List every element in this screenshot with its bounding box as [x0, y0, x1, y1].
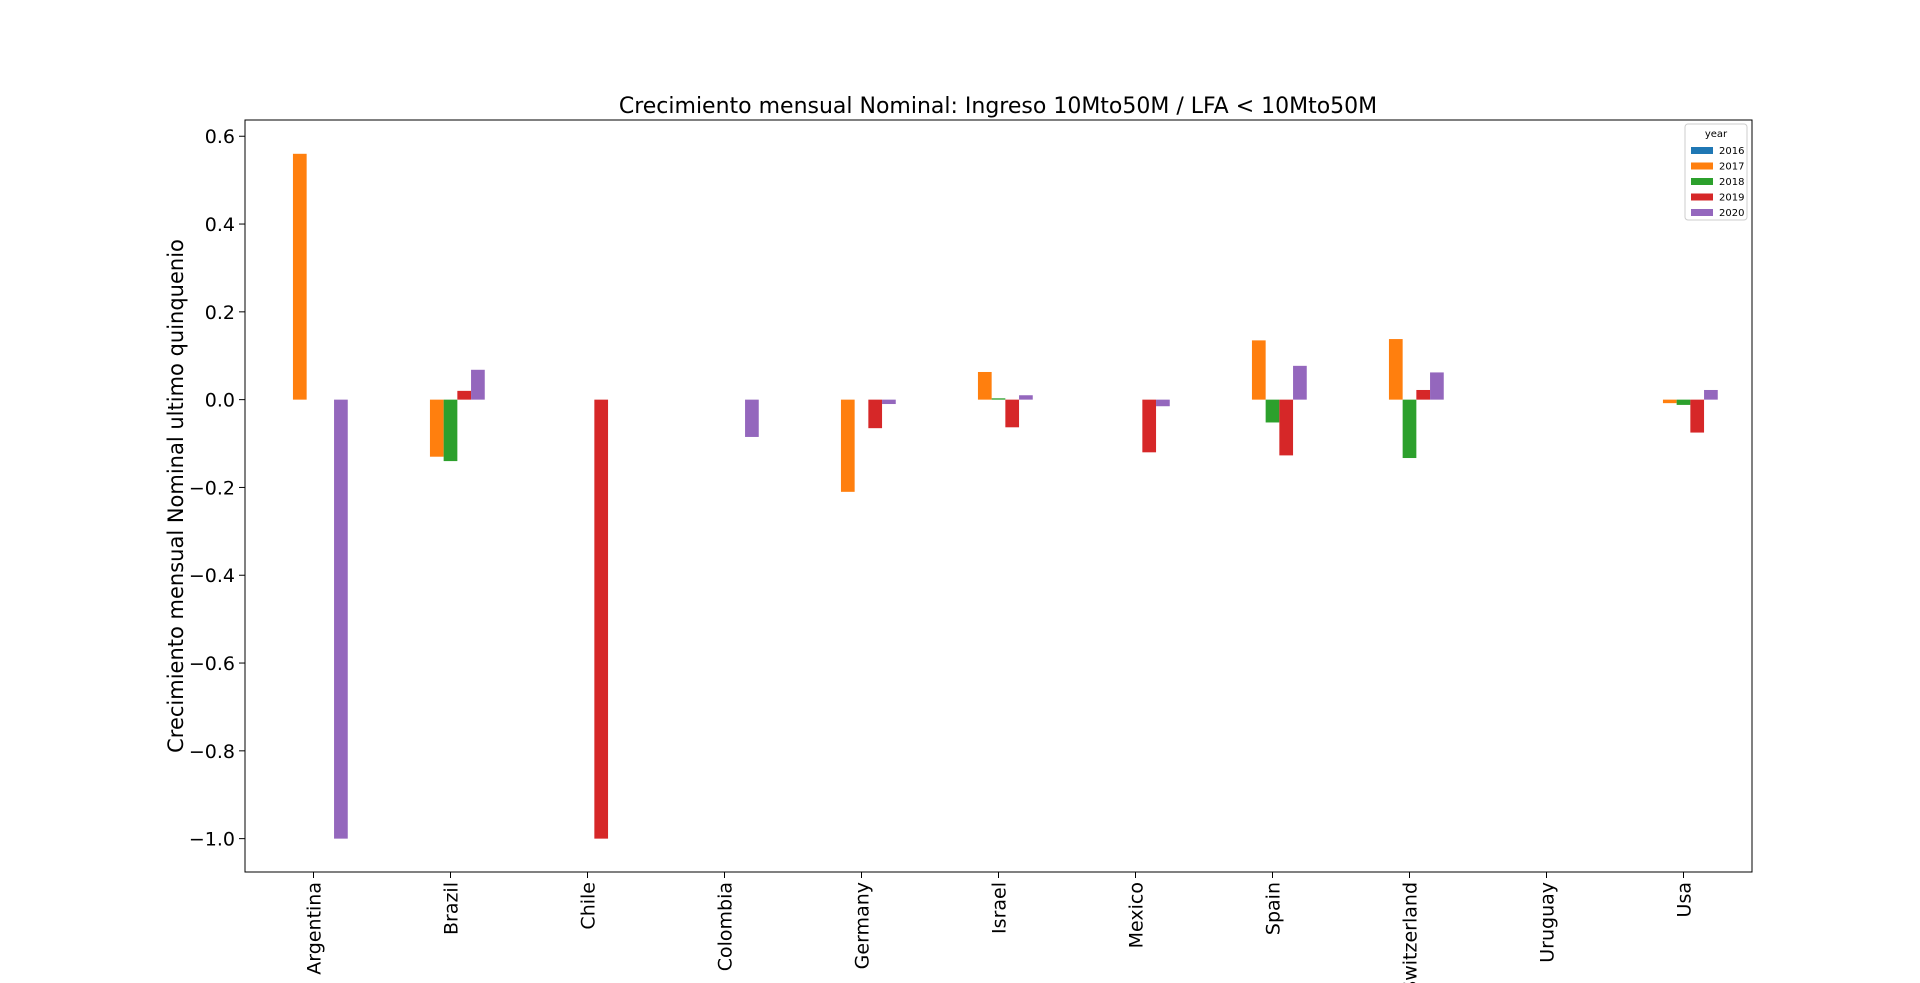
- x-tick-label: Colombia: [715, 882, 737, 971]
- bar: [1690, 399, 1705, 433]
- bar: [1704, 389, 1718, 400]
- x-tick-label: Mexico: [1126, 882, 1148, 948]
- y-tick-label: −0.6: [189, 653, 235, 675]
- bar: [882, 399, 896, 405]
- legend-swatch: [1691, 162, 1713, 170]
- bar: [1005, 399, 1020, 428]
- bar: [429, 399, 444, 457]
- x-tick-label: Usa: [1674, 882, 1696, 917]
- bar: [292, 153, 307, 400]
- legend-swatch: [1691, 193, 1713, 201]
- bar: [457, 390, 472, 400]
- bar: [443, 399, 458, 462]
- bar: [1019, 395, 1033, 400]
- legend-label: 2020: [1719, 208, 1744, 219]
- bar: [1430, 372, 1444, 400]
- bar: [1265, 399, 1280, 423]
- y-axis-label: Crecimiento mensual Nominal ultimo quinq…: [164, 239, 188, 753]
- y-tick-label: −0.2: [189, 477, 235, 499]
- y-tick-label: −0.8: [189, 741, 235, 763]
- bar: [1293, 365, 1307, 400]
- y-tick-label: 0.0: [205, 390, 235, 412]
- bar: [1402, 399, 1417, 459]
- bar: [1676, 399, 1691, 405]
- x-tick-label: Argentina: [304, 882, 326, 975]
- legend-label: 2017: [1719, 162, 1744, 173]
- bar: [1279, 399, 1294, 456]
- x-tick-label: Spain: [1263, 882, 1285, 935]
- bar: [868, 399, 883, 429]
- legend-label: 2018: [1719, 177, 1744, 188]
- bar: [991, 398, 1006, 400]
- legend-label: 2016: [1719, 146, 1744, 157]
- legend-swatch: [1691, 178, 1713, 185]
- legend-title: year: [1705, 129, 1728, 140]
- bar: [1388, 339, 1403, 400]
- legend-swatch: [1691, 209, 1713, 216]
- bar: [471, 369, 485, 400]
- x-tick-label: Brazil: [441, 882, 463, 935]
- bar: [594, 399, 609, 839]
- bar: [1156, 399, 1170, 407]
- bar: [1662, 399, 1677, 404]
- bar: [1142, 399, 1157, 453]
- bar: [334, 399, 348, 839]
- x-tick-label: Uruguay: [1537, 882, 1559, 963]
- x-tick-label: Germany: [852, 882, 874, 969]
- y-tick-label: −1.0: [189, 829, 235, 851]
- bar: [1251, 340, 1266, 400]
- bar: [745, 399, 759, 437]
- chart-title: Crecimiento mensual Nominal: Ingreso 10M…: [619, 94, 1377, 119]
- y-tick-label: −0.4: [189, 565, 235, 587]
- legend-swatch: [1691, 147, 1713, 154]
- bar: [977, 371, 992, 400]
- y-tick-label: 0.6: [205, 126, 235, 148]
- bar: [1416, 389, 1431, 400]
- x-tick-label: Switzerland: [1400, 882, 1422, 983]
- y-tick-label: 0.4: [205, 214, 235, 236]
- bar: [840, 399, 855, 492]
- x-tick-label: Chile: [578, 882, 600, 930]
- plot-frame: [244, 119, 1753, 873]
- legend-label: 2019: [1719, 193, 1744, 204]
- y-tick-label: 0.2: [205, 302, 235, 324]
- x-tick-label: Israel: [989, 882, 1011, 934]
